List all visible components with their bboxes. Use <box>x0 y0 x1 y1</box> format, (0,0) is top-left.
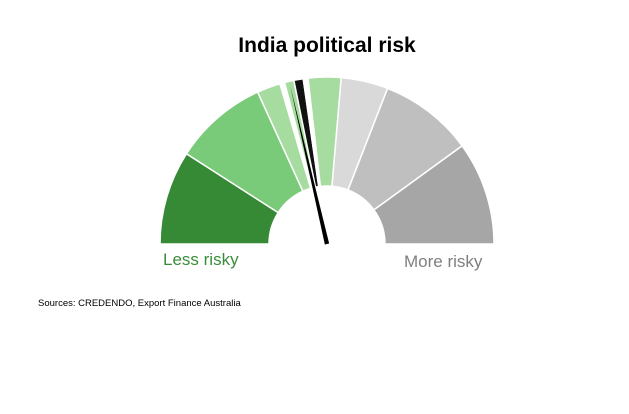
less-risky-label: Less risky <box>163 250 239 269</box>
gauge-segment-10 <box>372 144 495 245</box>
gauge-segments <box>159 76 495 245</box>
more-risky-label: More risky <box>404 252 483 271</box>
gauge-needle <box>290 85 330 245</box>
gauge-needle-group <box>290 85 330 245</box>
sources-note: Sources: CREDENDO, Export Finance Austra… <box>38 298 241 309</box>
chart-title: India political risk <box>238 34 416 57</box>
